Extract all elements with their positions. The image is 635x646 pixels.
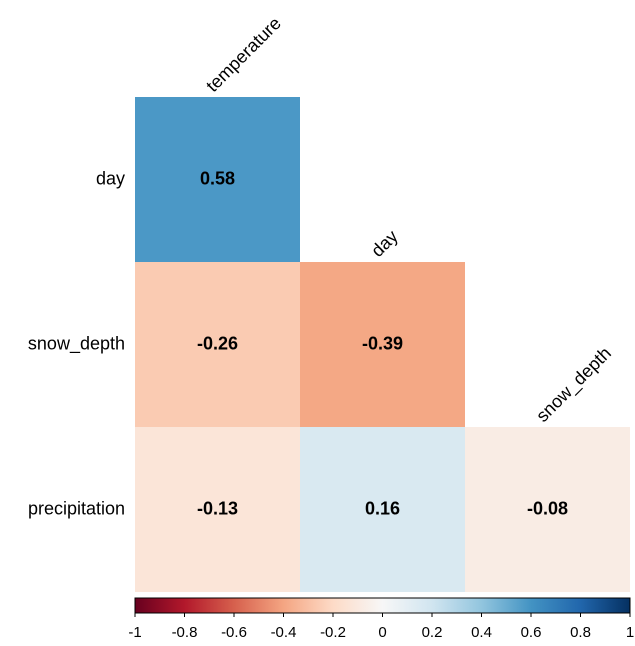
colorbar-tick-label: -0.8 [172, 624, 198, 641]
colorbar [134, 597, 631, 614]
cell-label: -0.08 [527, 498, 568, 518]
row-label: precipitation [28, 498, 125, 518]
colorbar-tick-label: 0.4 [471, 624, 492, 641]
cell-label: 0.16 [365, 498, 400, 518]
cell-label: 0.58 [200, 168, 235, 188]
row-label: snow_depth [28, 333, 125, 354]
cell-label: -0.39 [362, 333, 403, 353]
colorbar-tick-label: -0.6 [221, 624, 247, 641]
cell [135, 262, 300, 427]
colorbar-tick-label: -1 [128, 624, 141, 641]
cell [135, 427, 300, 592]
colorbar-tick-label: -0.2 [320, 624, 346, 641]
colorbar-tick-label: 0.6 [521, 624, 542, 641]
column-label: day [367, 226, 402, 261]
cell [300, 427, 465, 592]
cell [465, 427, 630, 592]
row-label: day [96, 168, 125, 188]
colorbar-tick-label: 0 [378, 624, 386, 641]
cell-label: -0.26 [197, 333, 238, 353]
cell [135, 97, 300, 262]
column-label: temperature [202, 13, 285, 96]
column-label: snow_depth [532, 343, 615, 426]
cell-label: -0.13 [197, 498, 238, 518]
cell [300, 262, 465, 427]
colorbar-tick-label: -0.4 [271, 624, 297, 641]
colorbar-tick-label: 0.8 [570, 624, 591, 641]
colorbar-tick-label: 1 [626, 624, 634, 641]
colorbar-tick-label: 0.2 [422, 624, 443, 641]
